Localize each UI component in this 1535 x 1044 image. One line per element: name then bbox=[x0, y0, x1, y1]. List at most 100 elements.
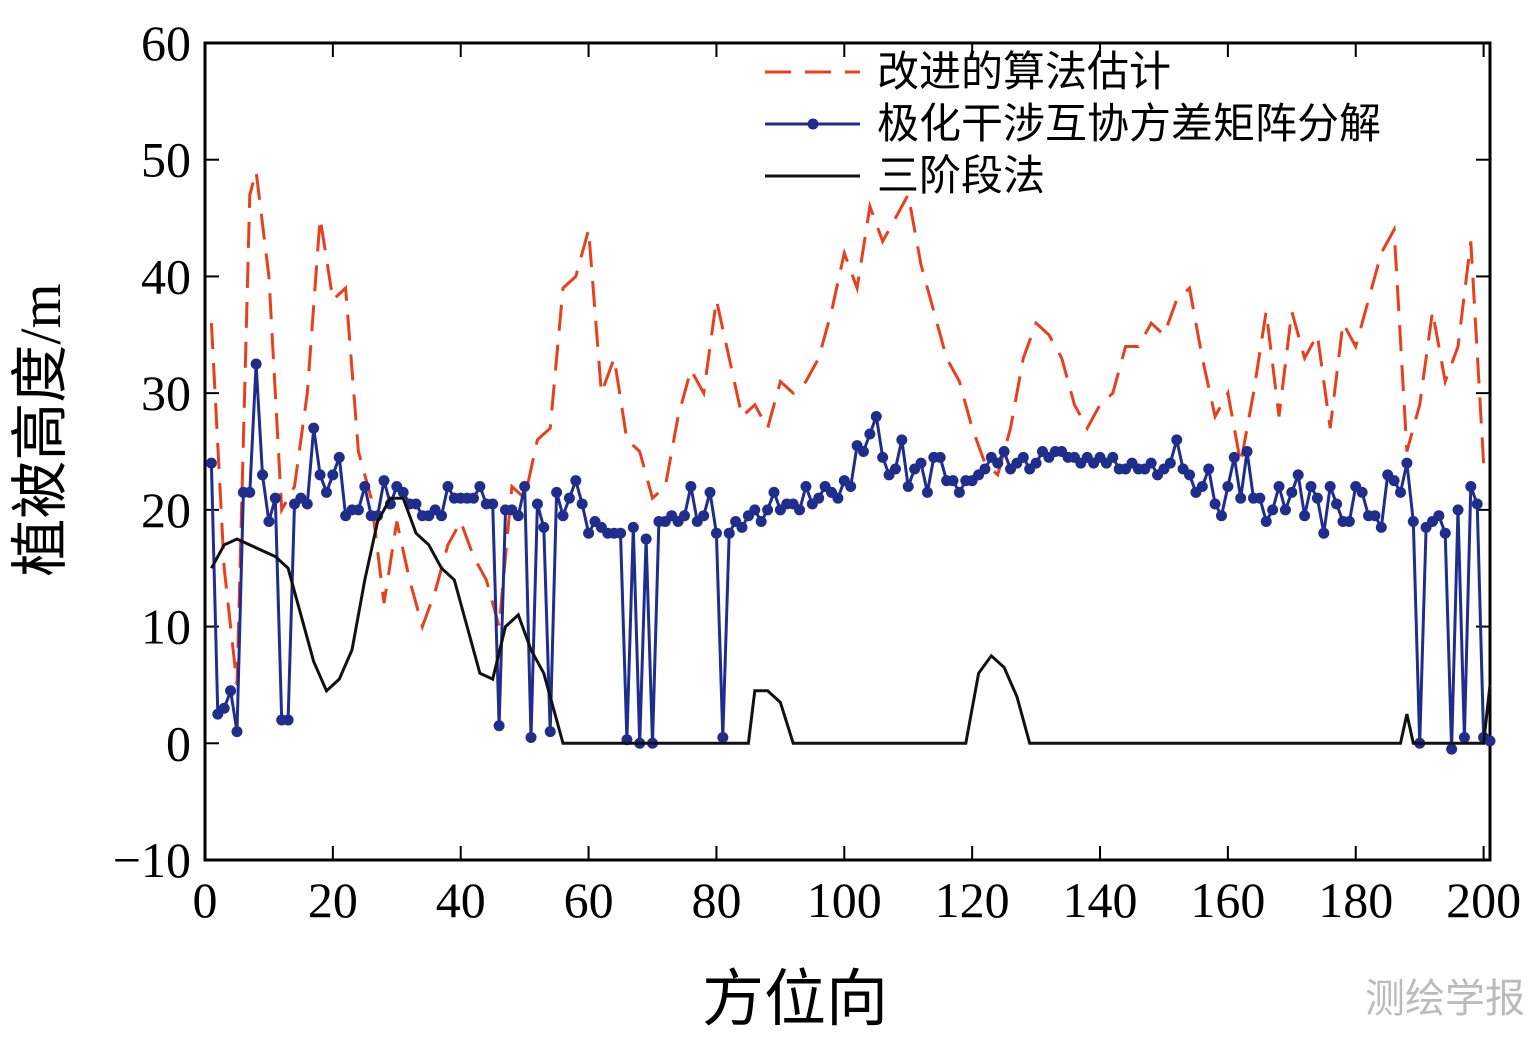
plot-frame bbox=[203, 41, 1492, 862]
y-tick-label: 60 bbox=[141, 15, 191, 71]
data-point bbox=[525, 731, 537, 743]
y-tick-label: 30 bbox=[141, 365, 191, 421]
data-point bbox=[1203, 463, 1215, 475]
data-point bbox=[333, 451, 345, 463]
data-point bbox=[979, 463, 991, 475]
data-point bbox=[1324, 481, 1336, 493]
data-point bbox=[998, 446, 1010, 457]
watermark: 测绘学报 bbox=[1365, 976, 1525, 1021]
x-tick-label: 160 bbox=[1190, 872, 1265, 928]
data-point bbox=[250, 358, 262, 370]
x-tick-label: 80 bbox=[691, 872, 741, 928]
data-point bbox=[1145, 457, 1157, 469]
data-point bbox=[704, 486, 716, 498]
data-point bbox=[314, 469, 326, 481]
data-point bbox=[1471, 498, 1483, 510]
data-point bbox=[493, 720, 505, 732]
x-tick-label: 140 bbox=[1063, 872, 1138, 928]
x-tick-label: 100 bbox=[807, 872, 882, 928]
data-point bbox=[1318, 527, 1330, 539]
data-point bbox=[678, 510, 690, 522]
series-line bbox=[210, 496, 1492, 745]
data-point bbox=[710, 527, 722, 539]
data-point bbox=[1484, 735, 1496, 747]
data-point bbox=[257, 469, 269, 481]
data-point bbox=[436, 510, 448, 522]
data-point bbox=[359, 481, 371, 493]
data-point bbox=[1017, 451, 1029, 463]
data-point bbox=[640, 533, 652, 545]
data-point bbox=[934, 451, 946, 463]
data-point bbox=[768, 486, 780, 498]
data-point bbox=[557, 510, 569, 522]
data-point bbox=[615, 527, 627, 539]
data-point bbox=[1394, 486, 1406, 498]
data-point bbox=[1215, 510, 1227, 522]
data-point bbox=[832, 492, 844, 504]
data-point bbox=[685, 481, 697, 493]
data-point bbox=[474, 481, 486, 493]
data-point bbox=[870, 410, 882, 422]
data-point bbox=[519, 481, 531, 493]
data-point bbox=[1164, 457, 1176, 469]
data-point bbox=[397, 486, 409, 498]
data-point bbox=[1292, 469, 1304, 481]
y-tick-label: 10 bbox=[141, 599, 191, 655]
data-point bbox=[570, 475, 582, 487]
data-point bbox=[1369, 510, 1381, 522]
data-point bbox=[1375, 521, 1387, 533]
data-point bbox=[762, 504, 774, 516]
data-point bbox=[1458, 731, 1470, 743]
data-point bbox=[551, 486, 563, 498]
data-point bbox=[1305, 481, 1317, 493]
y-tick-label: −10 bbox=[113, 832, 191, 888]
data-point bbox=[1273, 481, 1285, 493]
data-point bbox=[487, 498, 499, 510]
data-point bbox=[1254, 492, 1266, 504]
data-point bbox=[902, 481, 914, 493]
data-point bbox=[877, 451, 889, 463]
data-point bbox=[889, 463, 901, 475]
y-axis-label: 植被高度/m bbox=[8, 283, 73, 576]
data-point bbox=[1235, 492, 1247, 504]
data-point bbox=[1439, 527, 1451, 539]
data-point bbox=[352, 504, 364, 516]
data-point bbox=[800, 481, 812, 493]
data-point bbox=[576, 498, 588, 510]
legend-label: 改进的算法估计 bbox=[877, 50, 1171, 96]
data-point bbox=[1388, 475, 1400, 487]
data-point bbox=[544, 726, 556, 738]
data-point bbox=[1446, 743, 1458, 755]
data-point bbox=[269, 492, 281, 504]
legend-marker bbox=[807, 118, 819, 130]
data-point bbox=[231, 726, 243, 738]
data-point bbox=[512, 510, 524, 522]
data-point bbox=[1241, 446, 1253, 457]
data-point bbox=[205, 457, 217, 469]
data-point bbox=[845, 481, 857, 493]
x-tick-label: 20 bbox=[308, 872, 358, 928]
data-point bbox=[282, 714, 294, 726]
x-tick-label: 0 bbox=[193, 872, 218, 928]
data-point bbox=[225, 685, 237, 697]
y-tick-label: 0 bbox=[166, 715, 191, 771]
data-point bbox=[1222, 481, 1234, 493]
data-point bbox=[1401, 457, 1413, 469]
data-point bbox=[947, 475, 959, 487]
data-point bbox=[218, 702, 230, 714]
data-point bbox=[320, 486, 332, 498]
data-point bbox=[755, 516, 767, 528]
data-point bbox=[1465, 481, 1477, 493]
x-tick-label: 120 bbox=[935, 872, 1010, 928]
data-point bbox=[378, 475, 390, 487]
data-point bbox=[1279, 504, 1291, 516]
data-point bbox=[749, 504, 761, 516]
data-point bbox=[627, 521, 639, 533]
data-point bbox=[1184, 469, 1196, 481]
data-point bbox=[301, 498, 313, 510]
data-point bbox=[915, 457, 927, 469]
data-point bbox=[1331, 498, 1343, 510]
data-point bbox=[538, 521, 550, 533]
